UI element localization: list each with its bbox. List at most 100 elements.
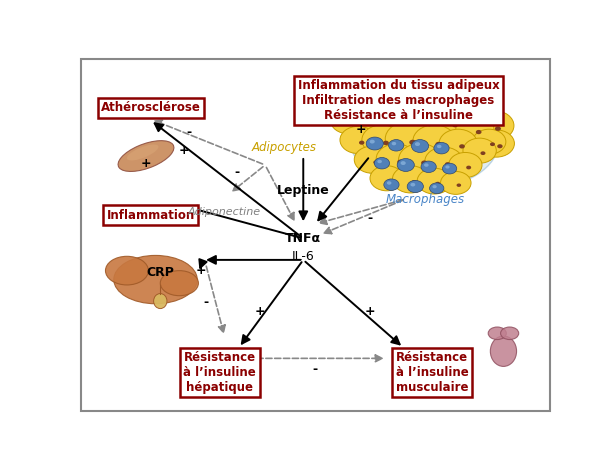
Circle shape (424, 163, 429, 167)
Circle shape (378, 160, 382, 163)
Circle shape (429, 183, 444, 193)
Circle shape (480, 114, 486, 118)
Circle shape (421, 160, 427, 165)
Circle shape (375, 158, 389, 169)
Circle shape (415, 142, 420, 146)
Text: +: + (196, 264, 206, 277)
Ellipse shape (501, 327, 518, 339)
Circle shape (409, 140, 416, 145)
Circle shape (495, 126, 501, 131)
Circle shape (445, 162, 451, 166)
Text: -: - (203, 296, 208, 309)
Ellipse shape (118, 140, 174, 172)
Circle shape (426, 121, 433, 126)
Circle shape (384, 179, 399, 191)
Text: Adiponectine: Adiponectine (188, 206, 261, 217)
Circle shape (474, 111, 514, 140)
Circle shape (399, 144, 442, 176)
Circle shape (370, 140, 375, 144)
Circle shape (392, 142, 396, 145)
Circle shape (476, 130, 482, 134)
Circle shape (456, 115, 494, 144)
Circle shape (366, 137, 383, 150)
Circle shape (461, 100, 498, 126)
Circle shape (397, 159, 415, 172)
Circle shape (387, 179, 392, 183)
Text: -: - (367, 212, 373, 225)
Ellipse shape (114, 255, 197, 304)
Circle shape (442, 163, 457, 174)
Circle shape (411, 180, 417, 184)
Circle shape (439, 129, 477, 158)
Text: Inflammation: Inflammation (106, 209, 195, 222)
Circle shape (432, 185, 437, 188)
Text: CRP: CRP (146, 266, 174, 279)
Circle shape (392, 166, 429, 193)
Circle shape (461, 105, 467, 109)
Ellipse shape (127, 145, 159, 160)
Ellipse shape (488, 327, 506, 339)
Text: +: + (160, 207, 170, 220)
Circle shape (438, 101, 444, 106)
Circle shape (383, 141, 389, 145)
Text: -: - (186, 126, 191, 140)
Circle shape (478, 130, 514, 157)
Circle shape (466, 166, 471, 169)
Ellipse shape (351, 95, 499, 188)
Text: Macrophages: Macrophages (385, 193, 464, 206)
Circle shape (400, 120, 407, 125)
Ellipse shape (490, 336, 517, 366)
Circle shape (452, 123, 458, 127)
Circle shape (435, 142, 442, 146)
Text: -: - (312, 363, 318, 376)
Text: TNFα: TNFα (285, 232, 321, 245)
Circle shape (431, 107, 471, 137)
Text: Athérosclérose: Athérosclérose (101, 101, 200, 114)
Circle shape (425, 147, 463, 176)
Circle shape (385, 122, 431, 156)
Circle shape (400, 161, 406, 165)
Circle shape (490, 142, 495, 146)
Circle shape (445, 166, 450, 169)
Circle shape (330, 106, 367, 134)
Circle shape (459, 144, 465, 148)
Circle shape (442, 90, 480, 119)
Circle shape (386, 101, 391, 106)
Text: Résistance
à l’insuline
hépatique: Résistance à l’insuline hépatique (183, 351, 256, 394)
Circle shape (407, 180, 423, 193)
Circle shape (375, 100, 423, 136)
Circle shape (411, 140, 429, 153)
Circle shape (340, 126, 376, 153)
Circle shape (434, 142, 449, 154)
Ellipse shape (161, 271, 199, 296)
Text: +: + (141, 157, 151, 170)
Circle shape (435, 182, 440, 186)
Text: +: + (365, 306, 375, 319)
Circle shape (349, 121, 355, 125)
Circle shape (373, 121, 380, 126)
Text: Résistance
à l’insuline
musculaire: Résistance à l’insuline musculaire (395, 351, 469, 394)
Text: Adipocytes: Adipocytes (252, 140, 317, 153)
Circle shape (397, 159, 403, 164)
Text: +: + (179, 144, 189, 157)
Circle shape (411, 98, 419, 103)
Circle shape (497, 144, 502, 148)
Circle shape (359, 140, 365, 145)
Text: +: + (255, 306, 266, 319)
Circle shape (387, 80, 434, 114)
Text: +: + (355, 123, 366, 136)
Circle shape (421, 161, 436, 173)
Circle shape (389, 140, 404, 151)
Circle shape (343, 89, 379, 116)
Circle shape (370, 166, 403, 191)
Circle shape (354, 146, 391, 173)
Circle shape (387, 181, 391, 185)
Circle shape (448, 153, 482, 178)
Circle shape (417, 168, 451, 194)
Text: IL-6: IL-6 (292, 250, 315, 263)
Circle shape (351, 104, 394, 136)
Text: Leptine: Leptine (277, 184, 330, 197)
Text: Inflammation du tissu adipeux
Infiltration des macrophages
Résistance à l’insuli: Inflammation du tissu adipeux Infiltrati… (298, 79, 499, 122)
Ellipse shape (154, 293, 167, 309)
Ellipse shape (106, 256, 148, 285)
